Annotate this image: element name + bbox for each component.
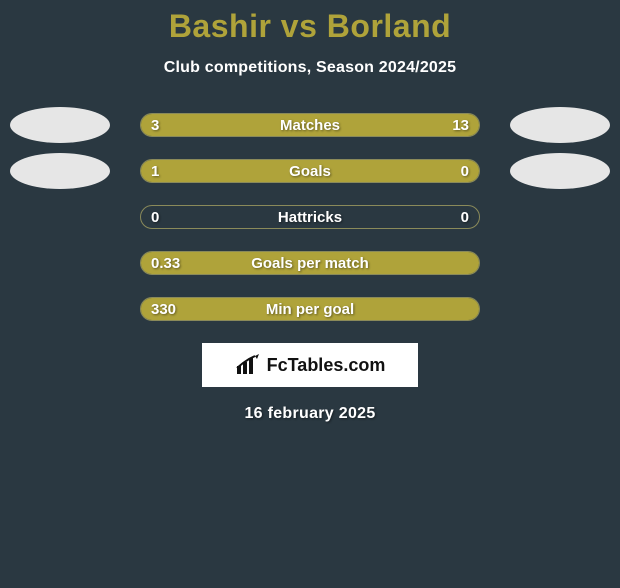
stat-label: Goals (141, 160, 479, 183)
player-a-avatar (10, 107, 110, 143)
player-b-avatar (510, 107, 610, 143)
source-logo: FcTables.com (202, 343, 418, 387)
page-title: Bashir vs Borland (0, 8, 620, 45)
comparison-card: Bashir vs Borland Club competitions, Sea… (0, 8, 620, 588)
bar-chart-icon (235, 354, 261, 376)
stat-label: Goals per match (141, 252, 479, 275)
vs-separator: vs (281, 8, 318, 44)
stat-row: 10Goals (0, 159, 620, 183)
stat-label: Min per goal (141, 298, 479, 321)
stat-row: 0.33Goals per match (0, 251, 620, 275)
stat-row: 313Matches (0, 113, 620, 137)
stat-row: 00Hattricks (0, 205, 620, 229)
player-a-avatar (10, 153, 110, 189)
stats-rows: 313Matches 10Goals 00Hattricks 0.33Goals pe… (0, 113, 620, 321)
stat-bar-track: 330Min per goal (140, 297, 480, 321)
snapshot-date: 16 february 2025 (0, 405, 620, 423)
stat-label: Matches (141, 114, 479, 137)
stat-bar-track: 00Hattricks (140, 205, 480, 229)
stat-bar-track: 10Goals (140, 159, 480, 183)
stat-bar-track: 313Matches (140, 113, 480, 137)
subtitle: Club competitions, Season 2024/2025 (0, 59, 620, 77)
player-a-name: Bashir (169, 8, 272, 44)
player-b-avatar (510, 153, 610, 189)
stat-bar-track: 0.33Goals per match (140, 251, 480, 275)
player-b-name: Borland (327, 8, 451, 44)
stat-label: Hattricks (141, 206, 479, 229)
source-logo-text: FcTables.com (267, 355, 386, 376)
stat-row: 330Min per goal (0, 297, 620, 321)
